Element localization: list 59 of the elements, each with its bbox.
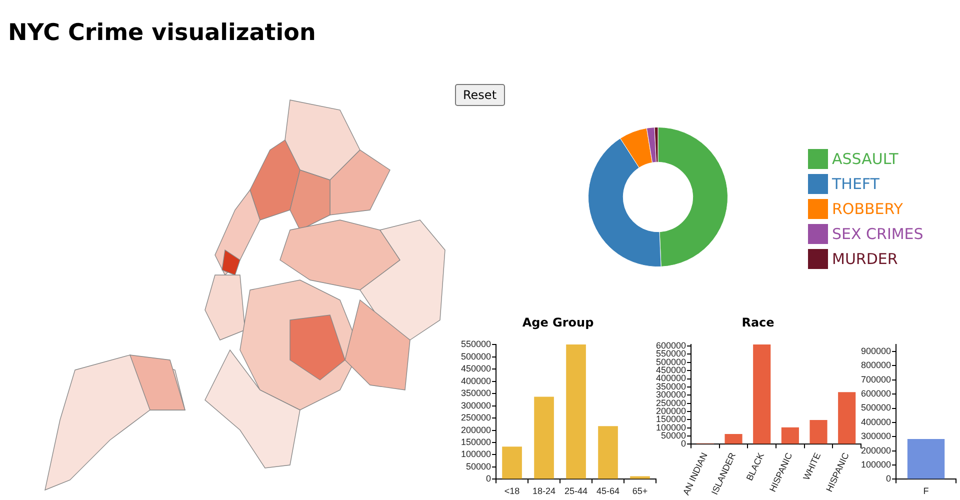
bar [781,427,799,444]
y-tick-label: 300000 [460,400,492,410]
bar [810,420,828,444]
reset-button: Reset [455,84,505,106]
x-tick-label: <18 [504,486,520,496]
bar [502,446,522,479]
bar [534,396,554,479]
y-tick-label: 100000 [460,449,492,460]
y-tick-label: 550000 [460,339,492,350]
y-tick-label: 100000 [860,459,892,470]
y-tick-label: 0 [681,438,686,449]
y-tick-label: 500000 [860,402,892,413]
chart-title: Age Group [522,315,594,330]
y-tick-label: 150000 [656,414,686,424]
y-tick-label: 800000 [860,360,892,370]
x-tick-label: 18-24 [532,486,556,496]
y-tick-label: 250000 [656,398,686,408]
y-tick-label: 450000 [656,365,686,376]
y-tick-label: 350000 [460,388,492,398]
bar [753,344,771,444]
y-tick-label: 100000 [656,422,686,432]
y-tick-label: 300000 [860,431,892,442]
y-tick-label: 150000 [460,436,492,447]
legend-label: MURDER [832,250,898,268]
y-tick-label: 900000 [860,346,892,356]
legend-label: SEX CRIMES [832,224,924,242]
y-tick-label: 400000 [860,416,892,427]
y-tick-label: 700000 [860,374,892,384]
y-tick-label: 600000 [656,340,686,351]
y-tick-label: 400000 [460,376,492,386]
y-tick-label: 200000 [460,424,492,435]
y-tick-label: 300000 [656,390,686,400]
y-tick-label: 0 [886,474,892,484]
legend-label: THEFT [832,174,880,192]
x-tick-label: F [923,486,930,496]
text: NYC Crime visualization [8,20,316,46]
legend-label: ROBBERY [832,200,903,218]
bar [838,392,856,444]
y-tick-label: 600000 [860,388,892,399]
y-tick-label: 400000 [656,373,686,384]
y-tick-label: 500000 [656,356,686,367]
x-tick-label: 65+ [632,486,648,496]
y-tick-label: 200000 [860,445,892,456]
y-tick-label: 450000 [460,364,492,374]
bar [724,434,742,444]
bar [598,426,618,479]
y-tick-label: 550000 [656,348,686,359]
y-tick-label: 500000 [460,351,492,362]
y-tick-label: 350000 [656,381,686,392]
x-tick-label: 45-64 [596,486,620,496]
y-tick-label: 200000 [656,406,686,416]
y-tick-label: 250000 [460,412,492,423]
y-tick-label: 50000 [466,461,492,472]
chart-title: Race [742,315,774,330]
legend-label: ASSAULT [832,150,898,168]
x-tick-label: 25-44 [564,486,588,496]
bar [566,344,586,479]
y-tick-label: 50000 [661,430,686,440]
y-tick-label: 0 [486,474,492,484]
